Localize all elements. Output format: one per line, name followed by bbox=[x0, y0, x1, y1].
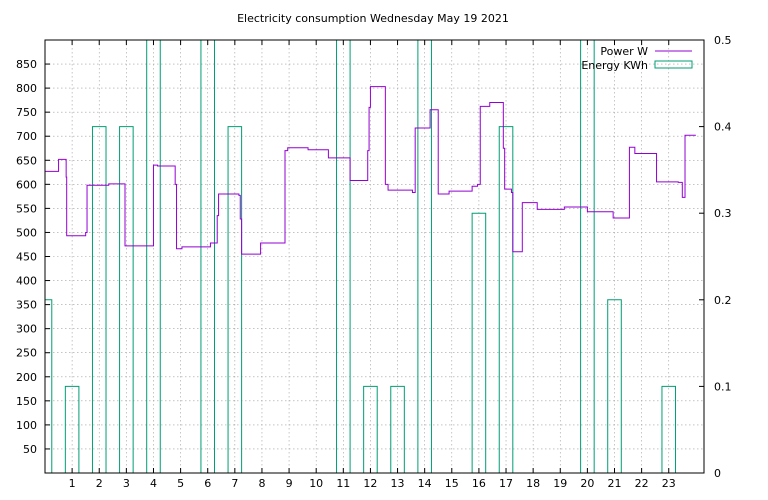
y2-tick-label: 0.4 bbox=[714, 121, 732, 134]
x-tick-label: 21 bbox=[608, 477, 622, 490]
x-tick-label: 14 bbox=[418, 477, 432, 490]
legend-swatch-energy bbox=[654, 60, 693, 69]
y2-tick-label: 0.2 bbox=[714, 294, 732, 307]
x-tick-label: 9 bbox=[286, 477, 293, 490]
power-series-line bbox=[45, 86, 696, 255]
y-tick-label: 250 bbox=[16, 347, 37, 360]
x-tick-label: 2 bbox=[96, 477, 103, 490]
x-tick-label: 3 bbox=[123, 477, 130, 490]
legend: Power W Energy KWh bbox=[581, 45, 693, 72]
y-tick-label: 450 bbox=[16, 251, 37, 264]
y-tick-label: 850 bbox=[16, 58, 37, 71]
x-tick-label: 10 bbox=[309, 477, 323, 490]
x-tick-label: 7 bbox=[231, 477, 238, 490]
x-tick-label: 18 bbox=[526, 477, 540, 490]
grid bbox=[45, 40, 704, 473]
energy-box bbox=[471, 212, 487, 473]
legend-label-energy: Energy KWh bbox=[581, 59, 648, 72]
y2-tick-label: 0.5 bbox=[714, 34, 732, 47]
legend-label-power: Power W bbox=[600, 45, 648, 58]
energy-box bbox=[607, 299, 622, 473]
energy-box bbox=[91, 126, 107, 473]
chart-title: Electricity consumption Wednesday May 19… bbox=[237, 12, 509, 25]
x-tick-label: 20 bbox=[580, 477, 594, 490]
x-tick-label: 4 bbox=[150, 477, 157, 490]
x-tick-label: 19 bbox=[553, 477, 567, 490]
y-tick-label: 100 bbox=[16, 419, 37, 432]
y-tick-label: 650 bbox=[16, 154, 37, 167]
x-tick-label: 12 bbox=[363, 477, 377, 490]
energy-box bbox=[44, 299, 53, 473]
energy-box bbox=[661, 385, 677, 473]
axis-ticks: 1 2 3 4 5 6 7 8 9 10 11 12 13 14 15 16 17 18 19 20 21 22 23501… bbox=[16, 34, 732, 490]
y2-tick-label: 0.3 bbox=[714, 207, 732, 220]
x-tick-label: 11 bbox=[336, 477, 350, 490]
x-tick-label: 15 bbox=[445, 477, 459, 490]
y-tick-label: 400 bbox=[16, 275, 37, 288]
y-tick-label: 300 bbox=[16, 323, 37, 336]
y-tick-label: 350 bbox=[16, 299, 37, 312]
y-tick-label: 750 bbox=[16, 106, 37, 119]
y2-tick-label: 0 bbox=[714, 467, 721, 480]
x-tick-label: 5 bbox=[177, 477, 184, 490]
y-tick-label: 800 bbox=[16, 82, 37, 95]
x-tick-label: 17 bbox=[499, 477, 513, 490]
energy-box bbox=[119, 126, 134, 473]
x-tick-label: 16 bbox=[472, 477, 486, 490]
y-tick-label: 500 bbox=[16, 226, 37, 239]
y-tick-label: 200 bbox=[16, 371, 37, 384]
y-tick-label: 50 bbox=[23, 443, 37, 456]
x-tick-label: 6 bbox=[204, 477, 211, 490]
energy-box bbox=[390, 385, 405, 473]
x-tick-label: 22 bbox=[635, 477, 649, 490]
energy-box bbox=[227, 126, 243, 473]
energy-box bbox=[363, 385, 378, 473]
x-tick-label: 23 bbox=[662, 477, 676, 490]
x-tick-label: 8 bbox=[258, 477, 265, 490]
energy-series bbox=[44, 39, 677, 473]
x-tick-label: 1 bbox=[69, 477, 76, 490]
x-tick-label: 13 bbox=[391, 477, 405, 490]
y-tick-label: 150 bbox=[16, 395, 37, 408]
y-tick-label: 600 bbox=[16, 178, 37, 191]
y2-tick-label: 0.1 bbox=[714, 380, 732, 393]
y-tick-label: 700 bbox=[16, 130, 37, 143]
energy-box bbox=[498, 126, 514, 473]
y-tick-label: 550 bbox=[16, 202, 37, 215]
energy-box bbox=[64, 385, 80, 473]
